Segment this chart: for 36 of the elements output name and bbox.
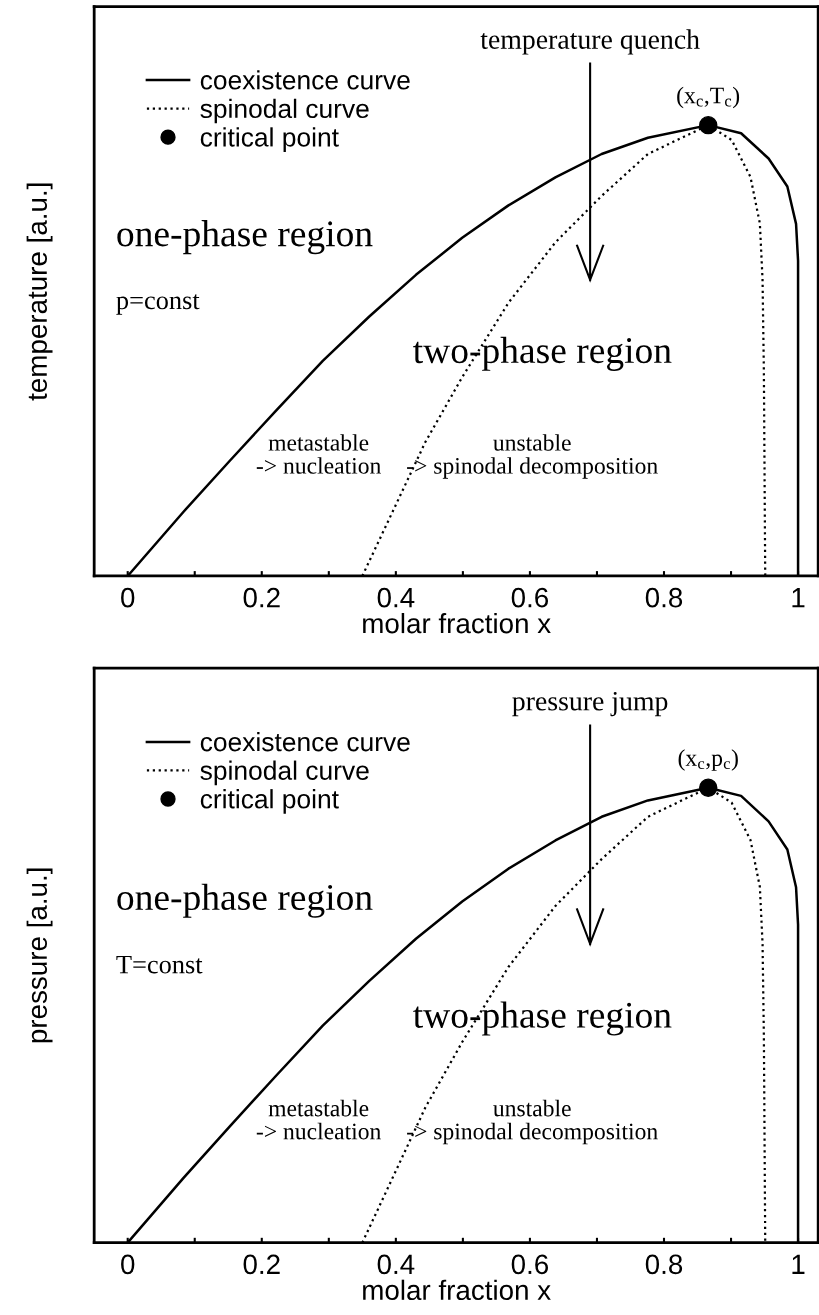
- x-tick-label: 0.4: [377, 587, 415, 608]
- x-axis-title: molar fraction x: [363, 1279, 551, 1301]
- x-axis-title: molar fraction x: [363, 612, 551, 634]
- legend-label: critical point: [200, 127, 339, 152]
- x-tick-label: 1: [792, 588, 805, 608]
- x-tick-label: 0.6: [511, 587, 549, 608]
- text: pressure jump: [512, 691, 668, 717]
- annotation: two-phase region: [413, 1001, 672, 1036]
- legend-label: coexistence curve: [200, 70, 410, 90]
- annotation: unstable -> spinodal decomposition: [407, 1099, 658, 1145]
- annotation: one-phase region: [117, 220, 373, 255]
- annotation: metastable -> nucleation: [256, 434, 381, 474]
- annotation: T=const: [116, 955, 203, 974]
- x-tick-label: 0.4: [377, 1254, 415, 1275]
- annotation: one-phase region: [117, 883, 373, 918]
- x-tick-label: 0: [121, 1254, 135, 1275]
- x-tick-label: 0.8: [645, 587, 683, 608]
- x-tick-label: 0.2: [243, 1254, 280, 1275]
- legend-label: spinodal curve: [200, 98, 369, 124]
- x-tick-label: 1: [792, 1254, 805, 1274]
- y-axis-title: pressure [a.u.]: [26, 868, 53, 1043]
- x-tick-label: 0.2: [243, 587, 280, 608]
- legend-label: coexistence curve: [200, 732, 410, 752]
- annotation: metastable -> nucleation: [256, 1099, 381, 1140]
- annotation: unstable -> spinodal decomposition: [407, 434, 658, 479]
- annotation: (x$_{c}$,T$_{c}$): [677, 86, 740, 109]
- x-tick-label: 0.8: [645, 1254, 683, 1275]
- x-tick-label: 0.6: [511, 1254, 549, 1275]
- legend-label: critical point: [200, 789, 339, 814]
- text: temperature quench: [480, 29, 700, 55]
- legend-label: spinodal curve: [200, 760, 369, 786]
- y-axis-title: temperature [a.u.]: [26, 183, 53, 401]
- annotation: (x$_{c}$,p$_{c}$): [678, 749, 738, 771]
- annotation: p=const: [116, 294, 200, 315]
- x-tick-label: 0: [121, 587, 135, 608]
- annotation: two-phase region: [413, 336, 672, 371]
